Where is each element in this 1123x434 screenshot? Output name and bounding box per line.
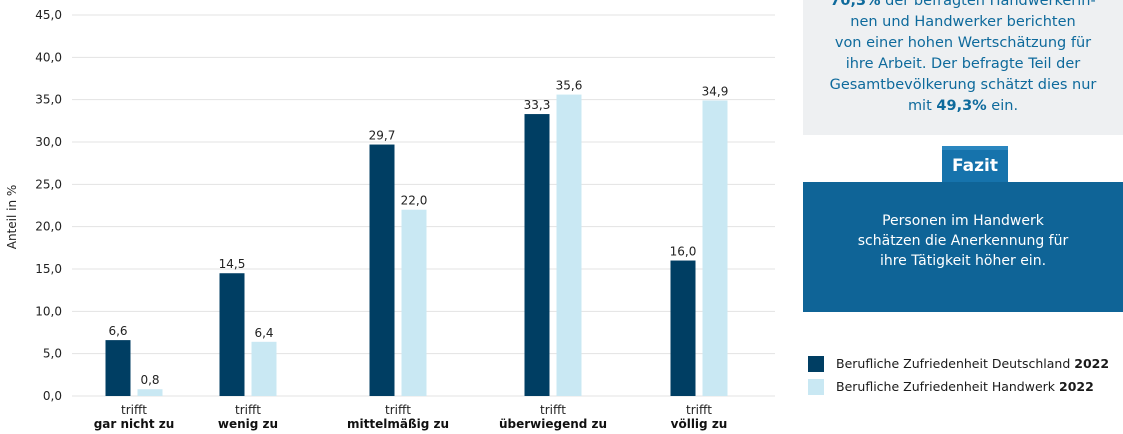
legend-label-deutschland: Berufliche Zufriedenheit Deutschland 202… [836, 356, 1110, 371]
value-label: 34,9 [702, 85, 729, 99]
info-line-5: Gesamtbevölkerung schätzt dies nur [829, 77, 1097, 93]
legend-swatch-handwerk [808, 379, 824, 395]
fazit-line-1: Personen im Handwerk [882, 213, 1044, 229]
bar-deutschland-0 [105, 340, 131, 396]
bar-deutschland-2 [369, 144, 395, 396]
bar-handwerk-3 [556, 94, 582, 396]
y-tick-label: 5,0 [43, 347, 62, 361]
x-category-label-bottom: mittelmäßig zu [347, 417, 449, 431]
y-tick-label: 20,0 [35, 220, 62, 234]
value-label: 6,6 [108, 324, 127, 338]
x-category-label-bottom: völlig zu [671, 417, 728, 431]
fazit-line-3: ihre Tätigkeit höher ein. [879, 253, 1047, 269]
info-line-1: 70,3% der befragten Handwerkerin- [830, 0, 1096, 9]
value-label: 29,7 [369, 129, 396, 143]
x-category-label-top: trifft [235, 403, 261, 417]
fazit-box [803, 182, 1123, 312]
y-tick-label: 10,0 [35, 304, 62, 318]
x-category-label-top: trifft [540, 403, 566, 417]
fazit-line-2: schätzen die Anerkennung für [857, 233, 1069, 249]
y-tick-label: 45,0 [35, 8, 62, 22]
bar-handwerk-0 [137, 389, 163, 396]
info-text: 70,3% der befragten Handwerkerin- nen un… [803, 0, 1123, 117]
y-axis-ticks: 0,0 5,0 10,0 15,0 20,0 25,0 30,0 35,0 40,0 45,0 [35, 8, 62, 403]
info-line-3: von einer hohen Wertschätzung für [834, 35, 1092, 51]
x-category-label-bottom: überwiegend zu [499, 417, 607, 431]
fazit-badge: Fazit [942, 146, 1008, 182]
x-category-label-bottom: gar nicht zu [94, 417, 175, 431]
fazit-text: Personen im Handwerk schätzen die Anerke… [803, 211, 1123, 271]
x-category-label-top: trifft [686, 403, 712, 417]
y-tick-label: 35,0 [35, 93, 62, 107]
bar-chart: 0,0 5,0 10,0 15,0 20,0 25,0 30,0 35,0 40,0 45,0 6… [5, 8, 775, 431]
info-line-4: ihre Arbeit. Der befragte Teil der [845, 56, 1081, 72]
bar-deutschland-1 [219, 273, 245, 396]
legend-label-handwerk: Berufliche Zufriedenheit Handwerk 2022 [836, 379, 1094, 394]
bar-deutschland-4 [670, 260, 696, 396]
x-category-label-bottom: wenig zu [218, 417, 278, 431]
bar-handwerk-1 [251, 341, 277, 396]
y-tick-label: 15,0 [35, 262, 62, 276]
info-box: 70,3% der befragten Handwerkerin- nen un… [803, 0, 1123, 135]
chart-bars [105, 94, 728, 396]
value-label: 16,0 [670, 245, 697, 259]
value-label: 22,0 [401, 194, 428, 208]
value-label: 35,6 [556, 79, 583, 93]
legend-swatch-deutschland [808, 356, 824, 372]
value-label: 6,4 [254, 326, 273, 340]
x-category-label-top: trifft [121, 403, 147, 417]
y-axis-label: Anteil in % [5, 185, 19, 250]
value-labels: 6,6 0,8 14,5 6,4 29,7 22,0 33,3 35,6 16,0 34,9 [108, 79, 728, 388]
value-label: 33,3 [524, 98, 551, 112]
bar-deutschland-3 [524, 114, 550, 396]
info-line-6: mit 49,3% ein. [907, 98, 1019, 114]
y-tick-label: 0,0 [43, 389, 62, 403]
x-category-label-top: trifft [385, 403, 411, 417]
value-label: 0,8 [140, 373, 159, 387]
y-tick-label: 40,0 [35, 50, 62, 64]
y-tick-label: 25,0 [35, 177, 62, 191]
y-tick-label: 30,0 [35, 135, 62, 149]
bar-handwerk-4 [702, 100, 728, 396]
info-line-2: nen und Handwerker berichten [850, 14, 1076, 30]
value-label: 14,5 [219, 257, 246, 271]
bar-handwerk-2 [401, 209, 427, 396]
